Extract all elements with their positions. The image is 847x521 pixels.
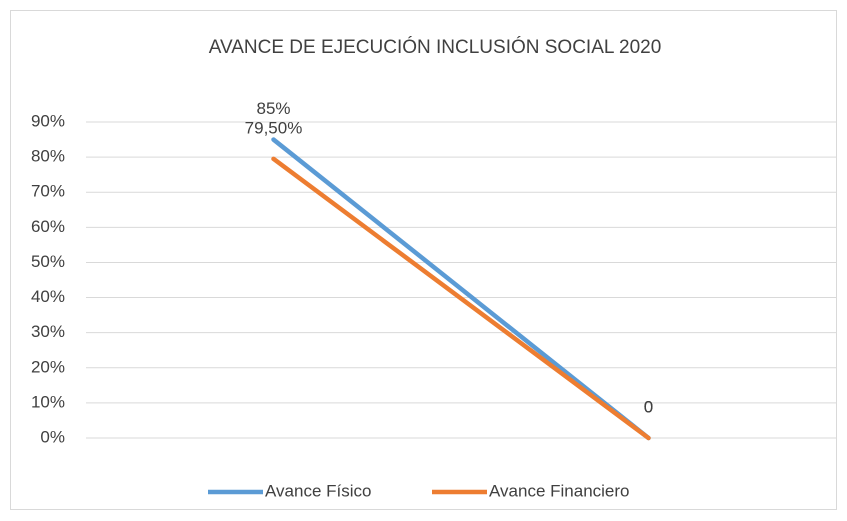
y-tick-label: 20% <box>31 357 65 376</box>
legend-label: Avance Financiero <box>489 481 630 500</box>
y-tick-label: 70% <box>31 182 65 201</box>
y-tick-label: 50% <box>31 252 65 271</box>
series-line <box>271 156 651 441</box>
series-line <box>271 137 651 441</box>
data-label: 85% <box>256 99 290 118</box>
y-tick-label: 60% <box>31 217 65 236</box>
data-label: 0 <box>644 397 653 416</box>
y-tick-label: 10% <box>31 392 65 411</box>
y-tick-label: 80% <box>31 147 65 166</box>
data-label: 79,50% <box>245 118 303 137</box>
data-label: 0 <box>644 397 653 416</box>
y-tick-label: 0% <box>40 427 65 446</box>
y-tick-label: 90% <box>31 111 65 130</box>
y-tick-label: 40% <box>31 287 65 306</box>
chart-title: AVANCE DE EJECUCIÓN INCLUSIÓN SOCIAL 202… <box>209 36 662 58</box>
legend-label: Avance Físico <box>265 481 371 500</box>
y-tick-label: 30% <box>31 322 65 341</box>
